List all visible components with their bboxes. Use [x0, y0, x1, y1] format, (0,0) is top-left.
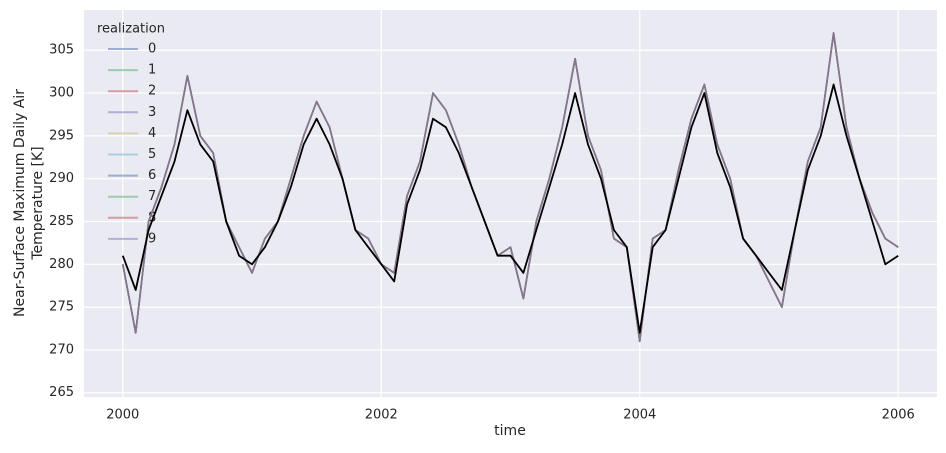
legend-label: 4 — [148, 126, 156, 141]
legend-label: 3 — [148, 105, 156, 120]
series-line — [122, 32, 899, 343]
x-axis-label: time — [494, 423, 526, 439]
legend-title: realization — [97, 22, 165, 37]
series-line — [122, 32, 899, 343]
legend-label: 0 — [148, 42, 156, 57]
series-line — [122, 32, 899, 343]
y-axis-label: Near-Surface Maximum Daily Air — [12, 89, 28, 317]
legend-label: 8 — [148, 210, 156, 225]
legend-label: 9 — [148, 231, 156, 246]
y-tick-label: 300 — [49, 86, 74, 101]
y-tick-label: 265 — [49, 385, 74, 400]
series-line — [122, 32, 899, 343]
series-line — [122, 32, 899, 343]
plot-area — [84, 10, 937, 397]
y-tick-label: 270 — [49, 342, 74, 357]
legend-label: 7 — [148, 189, 156, 204]
x-tick-label: 2004 — [623, 408, 656, 423]
legend-label: 1 — [148, 63, 156, 78]
x-tick-label: 2002 — [365, 408, 398, 423]
y-tick-label: 305 — [49, 43, 74, 58]
y-tick-label: 275 — [49, 300, 74, 315]
y-tick-label: 295 — [49, 128, 74, 143]
series-line — [122, 32, 899, 343]
series-line — [122, 32, 899, 343]
legend-label: 2 — [148, 84, 156, 99]
series-line — [122, 32, 899, 343]
legend-label: 5 — [148, 147, 156, 162]
series-line — [121, 83, 899, 334]
y-tick-label: 285 — [49, 214, 74, 229]
x-tick-label: 2000 — [106, 408, 139, 423]
series-line — [122, 32, 899, 343]
legend-label: 6 — [148, 168, 156, 183]
y-axis-label: Temperature [K] — [30, 146, 46, 260]
series-line — [122, 32, 899, 343]
y-tick-label: 290 — [49, 171, 74, 186]
x-tick-label: 2006 — [882, 408, 915, 423]
y-tick-label: 280 — [49, 257, 74, 272]
